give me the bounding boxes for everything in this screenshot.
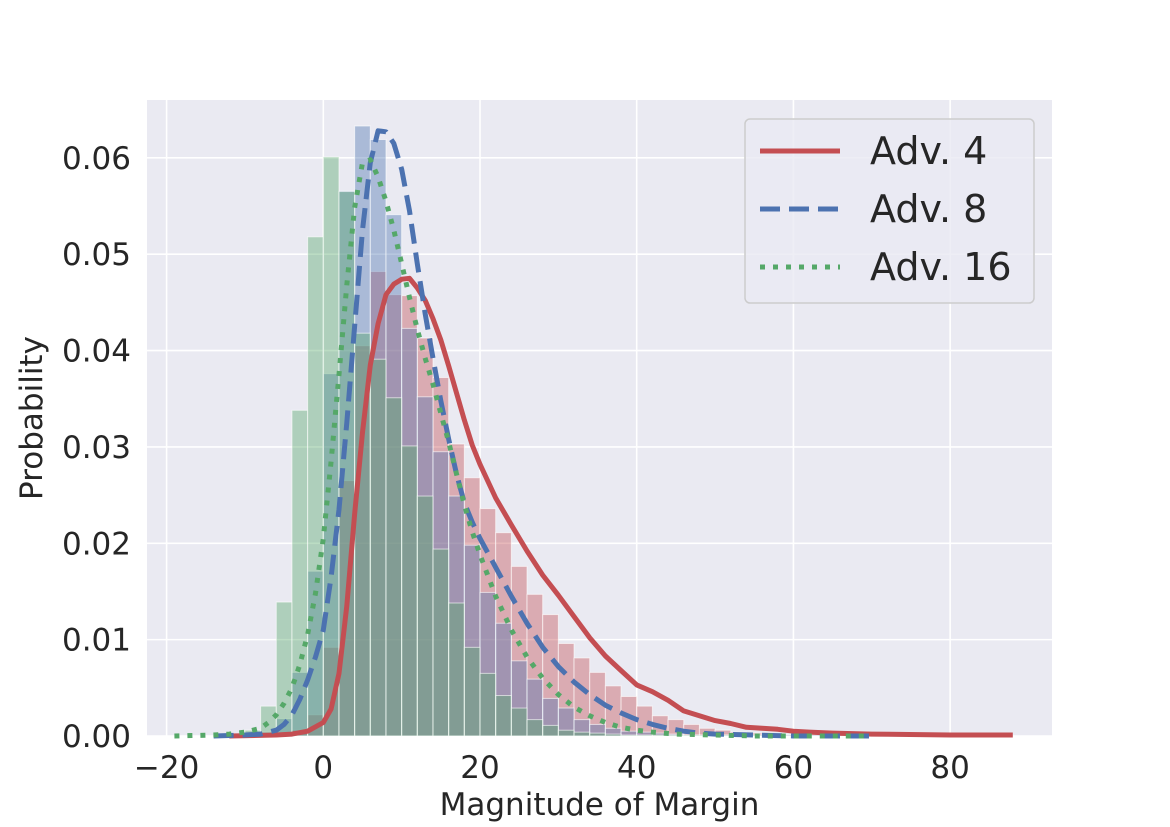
y-tick-label: 0.06	[62, 141, 131, 177]
y-tick-label: 0.03	[62, 430, 131, 466]
histogram-bar-series-3	[369, 358, 387, 737]
y-tick-label: 0.02	[62, 526, 131, 562]
density-curve-series-2	[213, 128, 872, 739]
y-tick-label: 0.05	[62, 237, 131, 273]
x-tick-label: 80	[930, 750, 969, 786]
x-axis-label: Magnitude of Margin	[440, 787, 760, 823]
histogram-bar-series-3	[275, 601, 293, 737]
histogram-bar-series-3	[573, 731, 591, 737]
y-tick-label: 0.01	[62, 623, 131, 659]
histogram-bar-series-3	[479, 672, 497, 737]
legend-label-series-1: Adv. 4	[870, 129, 987, 173]
x-tick-label: 60	[774, 750, 813, 786]
histogram-bar-series-3	[526, 719, 544, 737]
histogram-bars	[228, 125, 1014, 737]
histogram-bar-series-3	[636, 734, 653, 737]
x-tick-label: 0	[313, 750, 333, 786]
histogram-bar-series-3	[416, 495, 434, 737]
density-curve-series-1	[229, 275, 1013, 739]
x-tick-label: −20	[134, 750, 199, 786]
legend-label-series-3: Adv. 16	[870, 245, 1012, 289]
histogram-bar-series-3	[604, 733, 622, 737]
x-tick-labels: −20 0 20 40 60 80	[134, 750, 970, 786]
histogram-bar-series-3	[401, 445, 418, 737]
histogram-bar-series-3	[557, 729, 575, 737]
histogram-bar-series-3	[322, 156, 340, 737]
y-tick-label: 0.04	[62, 334, 131, 370]
histogram-bar-series-3	[385, 397, 403, 737]
histogram-bar-series-3	[307, 236, 324, 737]
histogram-bar-series-3	[620, 734, 638, 737]
x-tick-label: 20	[460, 750, 499, 786]
histogram-bar-series-3	[495, 695, 512, 737]
legend-box	[744, 118, 1035, 304]
legend: Adv. 4 Adv. 8 Adv. 16	[744, 118, 1035, 304]
histogram-bar-series-3	[589, 732, 606, 737]
histogram-bar-series-3	[448, 602, 465, 737]
density-curves	[174, 128, 1013, 739]
histogram-bar-series-3	[510, 707, 528, 737]
histogram-bar-series-3	[463, 646, 481, 737]
y-tick-labels: 0.00 0.01 0.02 0.03 0.04 0.05 0.06	[62, 141, 131, 755]
histogram-bar-series-3	[542, 724, 559, 737]
legend-label-series-2: Adv. 8	[870, 187, 987, 231]
y-tick-label: 0.00	[62, 719, 131, 755]
x-tick-label: 40	[617, 750, 656, 786]
y-axis-label: Probability	[14, 336, 50, 500]
histogram-bar-series-3	[432, 548, 450, 737]
density-curve-series-3	[174, 157, 872, 739]
